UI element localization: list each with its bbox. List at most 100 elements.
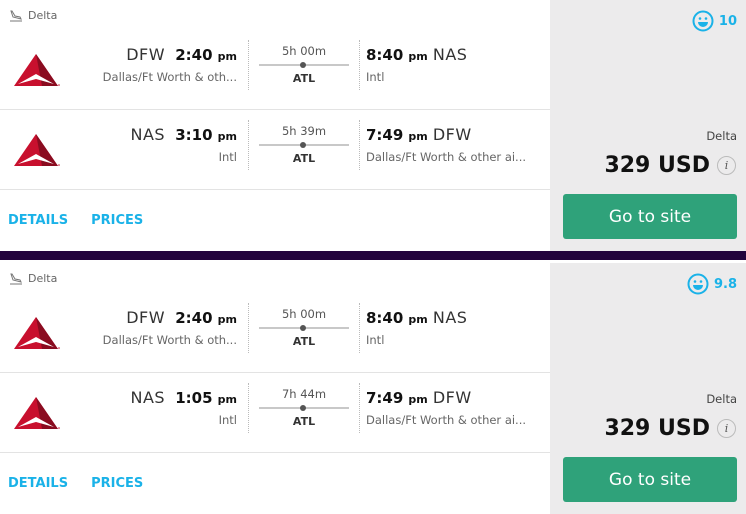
duration: 5h 39m ATL bbox=[259, 124, 349, 165]
departure-ampm: pm bbox=[217, 313, 237, 326]
flight-leg: NAS 3:10 pm Intl 5h 39m ATL 7:49 pm DFW … bbox=[0, 110, 550, 190]
stop-dot bbox=[300, 405, 306, 411]
price: 329 USD bbox=[604, 416, 710, 441]
prices-link[interactable]: PRICES bbox=[91, 213, 144, 228]
arrival-time: 7:49 bbox=[366, 126, 404, 144]
go-to-site-button[interactable]: Go to site bbox=[563, 457, 737, 502]
departure-code: NAS bbox=[130, 125, 166, 144]
departure-time: 1:05 bbox=[175, 389, 213, 407]
route-line bbox=[259, 405, 349, 411]
flight-leg: NAS 1:05 pm Intl 7h 44m ATL 7:49 pm DFW … bbox=[0, 373, 550, 453]
duration-text: 5h 00m bbox=[281, 44, 327, 58]
departure: NAS 1:05 pm Intl bbox=[131, 388, 238, 427]
rating: 9.8 bbox=[687, 273, 737, 295]
divider bbox=[248, 40, 249, 90]
arrival-city: Dallas/Ft Worth & other ai... bbox=[366, 150, 527, 164]
departure: NAS 3:10 pm Intl bbox=[131, 125, 238, 164]
delta-logo bbox=[14, 317, 60, 349]
stop-dot bbox=[300, 62, 306, 68]
details-link[interactable]: DETAILS bbox=[8, 213, 69, 228]
arrival: 8:40 pm NAS Intl bbox=[366, 308, 467, 347]
route-line bbox=[259, 62, 349, 68]
plane-takeoff-icon bbox=[10, 273, 22, 284]
departure-time: 3:10 bbox=[175, 126, 213, 144]
itinerary: Delta DFW 2:40 pm Dallas/Ft Worth & oth.… bbox=[0, 0, 550, 251]
arrival-time: 7:49 bbox=[366, 389, 404, 407]
airline-label: Delta bbox=[9, 9, 57, 22]
departure-time: 2:40 bbox=[175, 309, 213, 327]
arrival-time: 8:40 bbox=[366, 46, 404, 64]
departure: DFW 2:40 pm Dallas/Ft Worth & oth... bbox=[103, 308, 237, 347]
result-card: Delta DFW 2:40 pm Dallas/Ft Worth & oth.… bbox=[0, 263, 746, 514]
stop-dot bbox=[300, 142, 306, 148]
rating-score: 9.8 bbox=[713, 276, 737, 292]
prices-link[interactable]: PRICES bbox=[91, 476, 144, 491]
info-icon[interactable]: i bbox=[717, 156, 736, 175]
departure: DFW 2:40 pm Dallas/Ft Worth & oth... bbox=[103, 45, 237, 84]
provider-name: Delta bbox=[706, 129, 737, 143]
provider-name: Delta bbox=[706, 392, 737, 406]
duration: 7h 44m ATL bbox=[259, 387, 349, 428]
flight-leg: DFW 2:40 pm Dallas/Ft Worth & oth... 5h … bbox=[0, 293, 550, 373]
departure-code: DFW bbox=[126, 308, 166, 327]
arrival-code: NAS bbox=[432, 308, 468, 327]
arrival-city: Intl bbox=[366, 333, 385, 347]
arrival: 7:49 pm DFW Dallas/Ft Worth & other ai..… bbox=[366, 388, 526, 427]
arrival-ampm: pm bbox=[408, 130, 428, 143]
airline-label: Delta bbox=[9, 272, 57, 285]
stop-airport: ATL bbox=[292, 152, 316, 165]
go-to-site-button[interactable]: Go to site bbox=[563, 194, 737, 239]
departure-ampm: pm bbox=[217, 130, 237, 143]
delta-logo bbox=[14, 54, 60, 86]
price: 329 USD bbox=[604, 153, 710, 178]
arrival-ampm: pm bbox=[408, 393, 428, 406]
arrival-city: Intl bbox=[366, 70, 385, 84]
result-card: Delta DFW 2:40 pm Dallas/Ft Worth & oth.… bbox=[0, 0, 746, 251]
departure-ampm: pm bbox=[217, 393, 237, 406]
delta-logo bbox=[14, 134, 60, 166]
departure-code: NAS bbox=[130, 388, 166, 407]
arrival-code: DFW bbox=[432, 388, 472, 407]
departure-time: 2:40 bbox=[175, 46, 213, 64]
airline-name: Delta bbox=[28, 9, 58, 22]
info-icon[interactable]: i bbox=[717, 419, 736, 438]
divider bbox=[248, 383, 249, 433]
rating-score: 10 bbox=[718, 13, 737, 29]
divider bbox=[359, 40, 360, 90]
arrival-time: 8:40 bbox=[366, 309, 404, 327]
stop-airport: ATL bbox=[292, 72, 316, 85]
duration-text: 5h 00m bbox=[281, 307, 327, 321]
rating: 10 bbox=[692, 10, 737, 32]
arrival-ampm: pm bbox=[408, 50, 428, 63]
smiley-icon bbox=[692, 10, 714, 32]
flight-leg: DFW 2:40 pm Dallas/Ft Worth & oth... 5h … bbox=[0, 30, 550, 110]
departure-ampm: pm bbox=[217, 50, 237, 63]
divider bbox=[359, 303, 360, 353]
route-line bbox=[259, 142, 349, 148]
airline-name: Delta bbox=[28, 272, 58, 285]
duration: 5h 00m ATL bbox=[259, 307, 349, 348]
price-panel: 9.8 Delta 329 USD i Go to site bbox=[550, 263, 746, 514]
delta-logo bbox=[14, 397, 60, 429]
arrival-ampm: pm bbox=[408, 313, 428, 326]
divider bbox=[359, 383, 360, 433]
duration: 5h 00m ATL bbox=[259, 44, 349, 85]
arrival: 8:40 pm NAS Intl bbox=[366, 45, 467, 84]
departure-city: Dallas/Ft Worth & oth... bbox=[102, 333, 237, 347]
departure-city: Dallas/Ft Worth & oth... bbox=[102, 70, 237, 84]
stop-airport: ATL bbox=[292, 415, 316, 428]
divider bbox=[248, 120, 249, 170]
arrival-code: NAS bbox=[432, 45, 468, 64]
price-panel: 10 Delta 329 USD i Go to site bbox=[550, 0, 746, 251]
departure-city: Intl bbox=[218, 413, 237, 427]
details-link[interactable]: DETAILS bbox=[8, 476, 69, 491]
arrival-city: Dallas/Ft Worth & other ai... bbox=[366, 413, 527, 427]
departure-code: DFW bbox=[126, 45, 166, 64]
departure-city: Intl bbox=[218, 150, 237, 164]
duration-text: 7h 44m bbox=[281, 387, 327, 401]
stop-airport: ATL bbox=[292, 335, 316, 348]
arrival: 7:49 pm DFW Dallas/Ft Worth & other ai..… bbox=[366, 125, 526, 164]
itinerary: Delta DFW 2:40 pm Dallas/Ft Worth & oth.… bbox=[0, 263, 550, 514]
results-separator bbox=[0, 251, 746, 260]
plane-takeoff-icon bbox=[10, 10, 22, 21]
